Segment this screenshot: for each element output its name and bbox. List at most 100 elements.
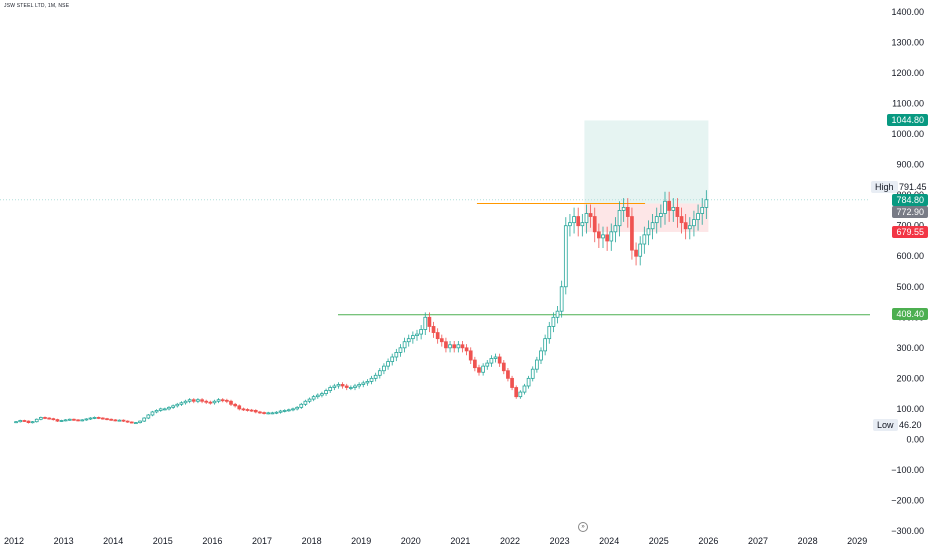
candle-body — [411, 335, 415, 340]
candle-body — [295, 406, 299, 410]
candle-body — [431, 326, 436, 333]
x-tick-label: 2022 — [500, 536, 520, 546]
candle-body — [39, 417, 43, 420]
x-tick-label: 2026 — [698, 536, 718, 546]
x-tick-label: 2018 — [302, 536, 322, 546]
x-tick-label: 2028 — [798, 536, 818, 546]
candle-body — [423, 316, 428, 330]
candle-body — [96, 417, 101, 419]
candle-body — [501, 362, 506, 372]
candle-body — [59, 420, 64, 422]
candle-body — [142, 417, 147, 422]
candle-body — [278, 410, 283, 413]
candle-body — [220, 399, 225, 402]
candle-body — [555, 310, 560, 318]
candle-body — [361, 382, 366, 385]
candle-body — [125, 420, 130, 423]
y-tick-label: 700.00 — [896, 221, 924, 231]
y-tick-label: −100.00 — [891, 465, 924, 475]
go-to-realtime-icon[interactable]: » — [578, 522, 588, 532]
candle-body — [315, 394, 320, 398]
candle-body — [92, 417, 97, 419]
candle-body — [150, 411, 155, 416]
x-tick-label: 2017 — [252, 536, 272, 546]
candle-body — [435, 332, 440, 340]
candle-body — [369, 377, 374, 382]
candle-body — [258, 411, 262, 414]
candle-body — [204, 400, 209, 403]
candle-body — [270, 412, 275, 415]
target-price-tag: 1044.80 — [887, 114, 928, 126]
candle-body — [43, 417, 47, 419]
candle-body — [630, 216, 634, 251]
candle-body — [84, 418, 89, 421]
candle-body — [605, 234, 609, 242]
candle-body — [481, 365, 485, 373]
candle-body — [613, 225, 618, 233]
x-tick-label: 2025 — [649, 536, 669, 546]
candle-body — [568, 222, 572, 227]
low-value: 46.20 — [899, 420, 922, 430]
candle-body — [22, 420, 27, 422]
x-tick-label: 2021 — [450, 536, 470, 546]
candle-body — [687, 225, 692, 230]
candle-body — [171, 405, 175, 408]
candle-body — [650, 222, 655, 230]
candle-body — [324, 390, 328, 395]
candle-body — [311, 396, 316, 400]
candle-body — [638, 243, 643, 257]
candle-body — [535, 359, 539, 370]
candle-body — [667, 200, 671, 211]
x-tick-label: 2019 — [351, 536, 371, 546]
candle-body — [274, 411, 279, 414]
candle-body — [200, 399, 204, 402]
stop-zone — [584, 203, 709, 232]
candle-body — [340, 384, 345, 387]
candle-body — [539, 350, 543, 361]
x-tick-label: 2029 — [847, 536, 867, 546]
candle-body — [187, 399, 192, 402]
candle-body — [245, 409, 250, 411]
current-price-tag: 784.80 — [892, 194, 928, 206]
y-tick-label: 200.00 — [896, 373, 924, 383]
candle-body — [473, 359, 477, 369]
y-tick-label: 1300.00 — [891, 38, 924, 48]
candle-body — [609, 231, 614, 242]
candle-body — [266, 412, 271, 415]
ticker-title: JSW STEEL LTD, 1M, NSE — [4, 3, 70, 9]
candle-body — [291, 408, 295, 411]
candle-body — [468, 350, 473, 361]
low-label: Low — [873, 419, 898, 431]
candle-body — [303, 400, 308, 405]
candle-body — [109, 418, 113, 421]
candle-body — [526, 377, 531, 387]
candle-body — [196, 399, 200, 402]
candle-body — [287, 409, 291, 412]
candle-body — [460, 344, 465, 349]
candle-body — [506, 370, 510, 379]
candle-body — [427, 316, 432, 327]
x-tick-label: 2020 — [401, 536, 421, 546]
candle-body — [415, 333, 419, 337]
candle-body — [183, 400, 188, 404]
candle-body — [444, 341, 448, 349]
candle-body — [406, 338, 411, 343]
x-tick-label: 2013 — [54, 536, 74, 546]
candle-body — [30, 421, 35, 424]
candle-body — [241, 408, 246, 411]
candle-body — [493, 356, 498, 359]
candle-body — [497, 356, 502, 364]
candle-body — [700, 206, 705, 214]
candle-body — [121, 419, 126, 422]
candle-body — [522, 385, 527, 393]
candle-body — [332, 385, 337, 388]
candle-body — [642, 234, 647, 245]
candle-body — [175, 403, 180, 407]
candle-body — [51, 418, 56, 421]
candle-body — [212, 400, 217, 404]
candle-body — [225, 399, 229, 402]
y-tick-label: 600.00 — [896, 251, 924, 261]
candle-body — [456, 344, 461, 349]
candle-body — [659, 213, 663, 217]
